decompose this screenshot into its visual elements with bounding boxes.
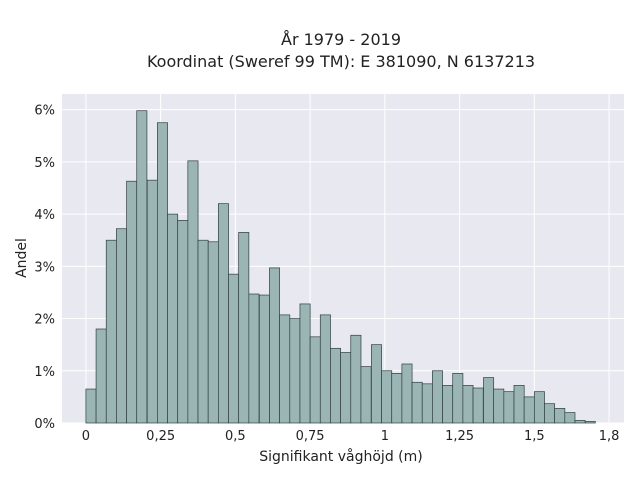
histogram-bar (248, 293, 260, 424)
x-tick-label: 0,75 (296, 429, 325, 444)
histogram-bar (228, 273, 240, 424)
y-tick-label: 1% (34, 365, 55, 380)
histogram-bar (462, 385, 474, 424)
histogram-bar (207, 241, 219, 424)
histogram-bar (493, 388, 505, 424)
histogram-bar (157, 122, 168, 424)
histogram-bar (279, 314, 291, 424)
histogram-bar (401, 363, 413, 424)
bars (85, 110, 596, 424)
histogram-bar (238, 232, 250, 424)
y-axis-label: Andel (14, 238, 30, 278)
y-tick-label: 4% (34, 208, 55, 223)
histogram-bar (421, 383, 433, 424)
histogram-bar (360, 366, 372, 424)
histogram-bar (289, 318, 301, 424)
x-tick-label: 1 (381, 429, 389, 444)
y-tick-label: 5% (34, 156, 55, 171)
x-tick-label: 0 (82, 429, 90, 444)
histogram-bar (381, 370, 393, 424)
x-tick-label: 0,25 (146, 429, 175, 444)
histogram-bar (452, 373, 464, 424)
histogram-bar (544, 403, 556, 424)
histogram-bar (411, 381, 423, 424)
y-tick-label: 6% (34, 104, 55, 119)
histogram-bar (299, 303, 311, 424)
histogram-bar (177, 220, 189, 424)
histogram-bar (126, 180, 138, 424)
x-axis-label: Signifikant våghöjd (m) (259, 448, 422, 465)
x-tick-label: 1,5 (524, 429, 545, 444)
histogram-bar (523, 396, 535, 424)
histogram-bar (105, 239, 117, 424)
histogram-bar (554, 408, 566, 424)
histogram-bar (442, 385, 454, 424)
histogram-bar (269, 267, 281, 424)
histogram-bar (574, 420, 586, 424)
histogram-bar (564, 412, 576, 424)
histogram-bar (513, 385, 525, 424)
histogram-bar (533, 391, 545, 424)
histogram-bar (350, 334, 362, 424)
histogram-bar (472, 387, 484, 424)
histogram-bar (503, 391, 515, 424)
x-tick-label: 1,25 (445, 429, 474, 444)
x-tick-label: 0,5 (225, 429, 246, 444)
histogram-bar (330, 347, 341, 424)
histogram-bar (146, 179, 158, 424)
y-tick-label: 2% (34, 313, 55, 328)
histogram-bar (197, 239, 209, 424)
histogram-bar (136, 110, 148, 424)
chart-title: År 1979 - 2019 (281, 30, 401, 49)
histogram-bar (584, 421, 596, 424)
histogram-bar (258, 294, 270, 424)
histogram-bar (319, 314, 331, 424)
y-tick-label: 0% (34, 417, 55, 432)
histogram-bar (85, 388, 97, 424)
chart-subtitle: Koordinat (Sweref 99 TM): E 381090, N 61… (147, 52, 535, 71)
histogram-bar (340, 352, 352, 424)
histogram-bar (391, 373, 403, 424)
histogram-bar (167, 213, 179, 424)
histogram-bar (309, 336, 321, 424)
x-tick-label: 1,8 (599, 429, 620, 444)
histogram-bar (217, 203, 229, 424)
histogram-bar (116, 228, 127, 424)
histogram-bar (95, 328, 107, 424)
histogram-bar (187, 160, 199, 424)
tick-labels: 0% 1% 2% 3% 4% 5% 6% 0 0,25 0,5 0,75 1 1,25 1,5 1,8 (34, 104, 619, 444)
histogram-bar (483, 377, 495, 424)
histogram-bar (432, 370, 443, 424)
histogram-bar (371, 344, 382, 424)
y-tick-label: 3% (34, 260, 55, 275)
